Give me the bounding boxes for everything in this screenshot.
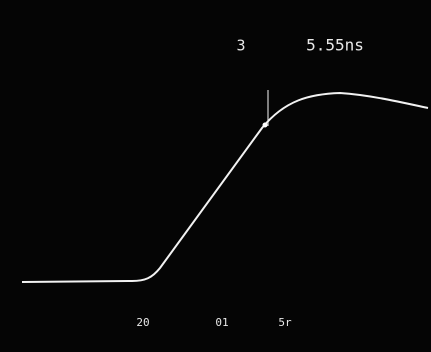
page: {"readout": {"marker": "3", "value": "5.… [0,0,431,352]
scale-label: 01 [215,316,228,329]
screen-background [0,0,431,352]
marker-label: 3 [236,37,245,55]
scale-label: 20 [136,316,149,329]
scope-screen: 3 5.55ns 20 01 5r [0,0,431,352]
readout-value: 5.55ns [306,36,364,55]
cursor-point [263,123,268,128]
scale-label: 5r [278,316,292,329]
